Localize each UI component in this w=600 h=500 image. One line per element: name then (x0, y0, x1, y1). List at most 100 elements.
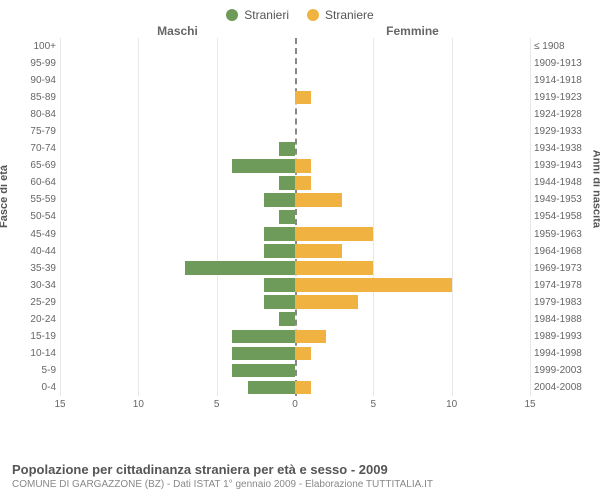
footer-title: Popolazione per cittadinanza straniera p… (12, 462, 592, 477)
x-tick: 15 (54, 399, 65, 410)
bar-male (279, 312, 295, 326)
birth-label: 1929-1933 (534, 126, 598, 137)
age-label: 55-59 (8, 194, 56, 205)
age-label: 40-44 (8, 246, 56, 257)
bar-female (295, 278, 452, 292)
x-tick: 15 (524, 399, 535, 410)
birth-label: 1999-2003 (534, 365, 598, 376)
bar-male (279, 176, 295, 190)
bar-male (232, 330, 295, 344)
bar-female (295, 347, 311, 361)
pyramid-row: 85-891919-1923 (60, 89, 530, 106)
bar-male (264, 227, 295, 241)
bar-male (279, 210, 295, 224)
pyramid-row: 100+≤ 1908 (60, 38, 530, 55)
footer: Popolazione per cittadinanza straniera p… (0, 462, 600, 490)
bar-female (295, 176, 311, 190)
x-axis: 15105051015 (60, 396, 530, 418)
birth-label: 1964-1968 (534, 246, 598, 257)
age-label: 100+ (8, 41, 56, 52)
bar-female (295, 244, 342, 258)
pyramid-row: 55-591949-1953 (60, 191, 530, 208)
age-label: 5-9 (8, 365, 56, 376)
birth-label: 1944-1948 (534, 177, 598, 188)
bar-male (248, 381, 295, 395)
column-headers: Maschi Femmine (0, 24, 600, 38)
bar-male (232, 159, 295, 173)
legend-item-female: Straniere (307, 8, 374, 22)
bar-female (295, 330, 326, 344)
birth-label: 1959-1963 (534, 229, 598, 240)
age-label: 75-79 (8, 126, 56, 137)
legend-dot-male (226, 9, 238, 21)
pyramid-row: 30-341974-1978 (60, 277, 530, 294)
age-label: 90-94 (8, 75, 56, 86)
age-label: 25-29 (8, 297, 56, 308)
bar-male (279, 142, 295, 156)
birth-label: 1909-1913 (534, 58, 598, 69)
header-left: Maschi (60, 24, 295, 38)
pyramid-row: 90-941914-1918 (60, 72, 530, 89)
age-label: 85-89 (8, 92, 56, 103)
bar-male (264, 278, 295, 292)
bar-male (264, 193, 295, 207)
bar-male (264, 295, 295, 309)
birth-label: ≤ 1908 (534, 41, 598, 52)
pyramid-row: 60-641944-1948 (60, 174, 530, 191)
birth-label: 1979-1983 (534, 297, 598, 308)
pyramid-row: 80-841924-1928 (60, 106, 530, 123)
birth-label: 1924-1928 (534, 109, 598, 120)
birth-label: 2004-2008 (534, 382, 598, 393)
birth-label: 1954-1958 (534, 211, 598, 222)
age-label: 15-19 (8, 331, 56, 342)
pyramid-row: 50-541954-1958 (60, 208, 530, 225)
pyramid-row: 40-441964-1968 (60, 243, 530, 260)
legend-label-female: Straniere (325, 8, 374, 22)
age-label: 80-84 (8, 109, 56, 120)
bar-female (295, 159, 311, 173)
age-label: 65-69 (8, 160, 56, 171)
age-label: 60-64 (8, 177, 56, 188)
footer-sub: COMUNE DI GARGAZZONE (BZ) - Dati ISTAT 1… (12, 479, 592, 490)
bar-male (264, 244, 295, 258)
pyramid-row: 95-991909-1913 (60, 55, 530, 72)
birth-label: 1969-1973 (534, 263, 598, 274)
x-tick: 5 (371, 399, 377, 410)
birth-label: 1994-1998 (534, 348, 598, 359)
age-label: 95-99 (8, 58, 56, 69)
gridline (530, 38, 531, 396)
pyramid-row: 45-491959-1963 (60, 226, 530, 243)
bar-female (295, 193, 342, 207)
pyramid-row: 35-391969-1973 (60, 260, 530, 277)
age-label: 45-49 (8, 229, 56, 240)
birth-label: 1919-1923 (534, 92, 598, 103)
bar-male (185, 261, 295, 275)
legend-label-male: Stranieri (244, 8, 289, 22)
legend-dot-female (307, 9, 319, 21)
chart: Fasce di età Anni di nascita 100+≤ 19089… (0, 38, 600, 418)
birth-label: 1934-1938 (534, 143, 598, 154)
pyramid-row: 10-141994-1998 (60, 345, 530, 362)
chart-area: 100+≤ 190895-991909-191390-941914-191885… (60, 38, 530, 396)
bar-female (295, 261, 373, 275)
age-label: 0-4 (8, 382, 56, 393)
legend: Stranieri Straniere (0, 0, 600, 24)
bar-male (232, 347, 295, 361)
birth-label: 1974-1978 (534, 280, 598, 291)
pyramid-row: 0-42004-2008 (60, 379, 530, 396)
bar-female (295, 295, 358, 309)
age-label: 70-74 (8, 143, 56, 154)
bar-female (295, 227, 373, 241)
pyramid-row: 65-691939-1943 (60, 157, 530, 174)
bar-female (295, 381, 311, 395)
x-tick: 5 (214, 399, 220, 410)
age-label: 35-39 (8, 263, 56, 274)
birth-label: 1914-1918 (534, 75, 598, 86)
pyramid-row: 5-91999-2003 (60, 362, 530, 379)
x-tick: 10 (446, 399, 457, 410)
x-tick: 10 (133, 399, 144, 410)
bar-female (295, 91, 311, 105)
bar-male (232, 364, 295, 378)
birth-label: 1939-1943 (534, 160, 598, 171)
pyramid-row: 20-241984-1988 (60, 311, 530, 328)
